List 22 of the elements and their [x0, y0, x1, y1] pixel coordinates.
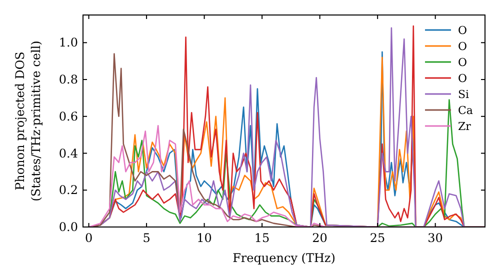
y-tick-label: 1.0: [58, 36, 78, 50]
x-tick-label: 30: [428, 231, 443, 245]
legend-label: O: [458, 24, 468, 37]
y-tick-label: 0.4: [58, 146, 78, 160]
y-tick-label: 0.8: [58, 72, 78, 87]
x-tick-label: 5: [142, 231, 150, 245]
x-tick-label: 0: [84, 231, 93, 245]
x-tick-label: 15: [254, 231, 270, 245]
y-tick-label: 0.2: [58, 183, 78, 198]
x-axis-title: Frequency (THz): [232, 251, 336, 265]
y-tick-label: 0.6: [58, 109, 78, 124]
legend-label: O: [458, 56, 468, 69]
legend-label: O: [458, 40, 468, 53]
legend-label: Zr: [458, 120, 472, 133]
legend-label: Ca: [458, 104, 474, 117]
legend-label: O: [458, 72, 468, 85]
x-tick-label: 20: [312, 231, 328, 245]
legend-label: Si: [458, 88, 470, 101]
y-tick-label: 0.0: [58, 220, 78, 234]
x-tick-label: 25: [370, 231, 386, 245]
x-tick-label: 10: [196, 231, 212, 245]
y-axis-title: Phonon projected DOS (States/THz·primitive cell): [13, 40, 43, 202]
